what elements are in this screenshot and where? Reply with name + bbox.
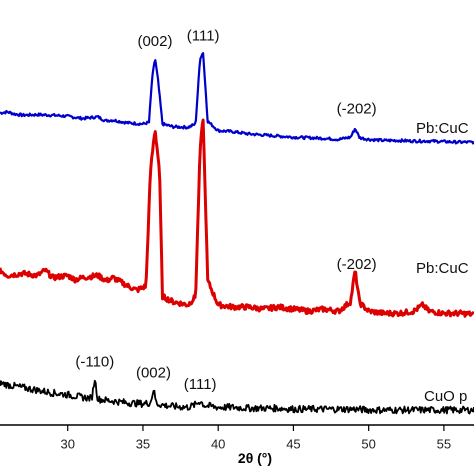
series-layer bbox=[0, 52, 474, 415]
x-axis: 30 35 40 45 50 55 bbox=[0, 424, 474, 452]
series-labels: Pb:CuC Pb:CuC CuO p bbox=[416, 120, 469, 405]
series-label-2: Pb:CuC bbox=[416, 260, 469, 277]
x-tick-label-35: 35 bbox=[136, 437, 150, 452]
peak-label-3-1: (-110) bbox=[75, 354, 114, 371]
series-label-1: Pb:CuC bbox=[416, 120, 469, 137]
x-tick-label-40: 40 bbox=[211, 437, 225, 452]
x-tick-label-55: 55 bbox=[437, 437, 451, 452]
x-tick-label-30: 30 bbox=[60, 437, 74, 452]
peak-label-3-3: (111) bbox=[184, 376, 217, 393]
peak-label-1-3: (-202) bbox=[337, 101, 377, 118]
x-tick-label-45: 45 bbox=[286, 437, 300, 452]
peak-label-1-2: (111) bbox=[187, 28, 220, 45]
peak-label-2-1: (-202) bbox=[337, 256, 377, 273]
series-line-3 bbox=[0, 379, 474, 415]
x-tick-label-50: 50 bbox=[361, 437, 375, 452]
x-axis-title: 2θ (°) bbox=[238, 450, 272, 466]
series-line-2 bbox=[0, 118, 474, 318]
peak-label-1-1: (002) bbox=[137, 33, 172, 50]
peak-label-3-2: (002) bbox=[136, 364, 171, 381]
series-line-1 bbox=[0, 52, 474, 145]
series-label-3: CuO p bbox=[424, 388, 467, 405]
peak-labels: (002) (111) (-202) (-202) (-110) (002) (111) bbox=[75, 28, 376, 394]
